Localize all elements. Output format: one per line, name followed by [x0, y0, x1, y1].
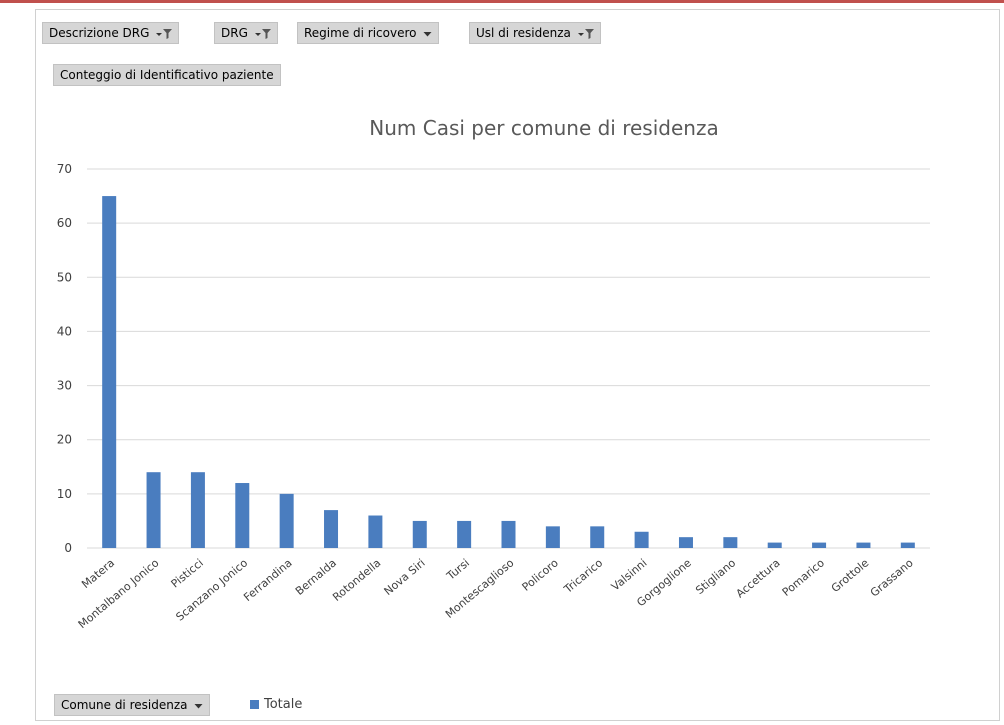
x-tick-label: Stigliano — [693, 556, 738, 597]
bars — [102, 196, 915, 549]
bar — [146, 472, 161, 548]
bar — [412, 520, 427, 548]
x-tick-label: Grottole — [829, 556, 872, 595]
bar — [279, 493, 294, 548]
filter-dropdown-icon — [577, 28, 594, 39]
bar — [590, 526, 605, 548]
bar — [678, 537, 693, 548]
x-tick-label: Policoro — [520, 556, 561, 594]
x-tick-label: Matera — [79, 556, 117, 591]
bar — [812, 542, 827, 548]
y-tick-label: 30 — [57, 379, 72, 393]
dropdown-arrow-icon — [194, 703, 203, 708]
filter-button-regime-di-ricovero[interactable]: Regime di ricovero — [297, 22, 440, 44]
filter-dropdown-icon — [156, 28, 173, 39]
bar — [767, 542, 782, 548]
bar — [900, 542, 915, 548]
top-accent-bar — [0, 0, 1004, 3]
x-tick-label: Tricarico — [561, 556, 605, 596]
filter-button-drg[interactable]: DRG — [214, 22, 278, 44]
bar — [856, 542, 871, 548]
bar — [102, 196, 117, 549]
y-tick-label: 10 — [57, 487, 72, 501]
x-tick-label: Rotondella — [330, 556, 383, 604]
y-tick-label: 40 — [57, 324, 72, 338]
y-tick-label: 0 — [64, 541, 72, 555]
bar — [324, 510, 339, 548]
filter-label: Usl di residenza — [476, 26, 571, 40]
filter-label: Descrizione DRG — [49, 26, 150, 40]
bar — [545, 526, 560, 548]
gridlines — [87, 168, 930, 549]
legend-swatch — [250, 700, 259, 709]
legend-label: Totale — [264, 697, 303, 712]
y-axis-ticks: 0 10 20 30 40 50 60 70 — [57, 162, 72, 555]
bar — [457, 520, 472, 548]
pivot-chart-area — [35, 9, 1000, 721]
x-tick-label: Nova Siri — [382, 556, 428, 598]
axis-field-button[interactable]: Comune di residenza — [54, 694, 211, 716]
value-field-label: Conteggio di Identificativo paziente — [60, 68, 274, 82]
y-tick-label: 50 — [57, 270, 72, 284]
x-tick-label: Pisticci — [169, 556, 206, 590]
x-tick-label: Montalbano Jonico — [76, 556, 162, 631]
chart-title: Num Casi per comune di residenza — [369, 116, 718, 140]
value-field-button[interactable]: Conteggio di Identificativo paziente — [53, 64, 281, 86]
bar — [368, 515, 383, 548]
dropdown-arrow-icon — [423, 31, 432, 36]
x-tick-label: Valsinni — [609, 556, 650, 593]
filter-dropdown-icon — [254, 28, 271, 39]
bar — [235, 483, 250, 548]
x-tick-label: Accettura — [734, 556, 783, 600]
y-tick-label: 70 — [57, 162, 72, 176]
bar — [190, 472, 205, 548]
x-tick-label: Ferrandina — [241, 556, 294, 604]
bar — [501, 520, 516, 548]
y-tick-label: 60 — [57, 216, 72, 230]
axis-field-label: Comune di residenza — [61, 698, 188, 712]
filter-label: Regime di ricovero — [304, 26, 417, 40]
bar — [723, 537, 738, 548]
filter-button-descrizione-drg[interactable]: Descrizione DRG — [42, 22, 180, 44]
bar — [634, 531, 649, 548]
x-tick-label: Grassano — [868, 556, 916, 599]
x-tick-label: Pomarico — [780, 556, 827, 599]
legend: Totale — [250, 696, 302, 714]
filter-button-usl-di-residenza[interactable]: Usl di residenza — [469, 22, 601, 44]
x-tick-label: Tursi — [444, 556, 473, 583]
filter-label: DRG — [221, 26, 248, 40]
y-tick-label: 20 — [57, 433, 72, 447]
